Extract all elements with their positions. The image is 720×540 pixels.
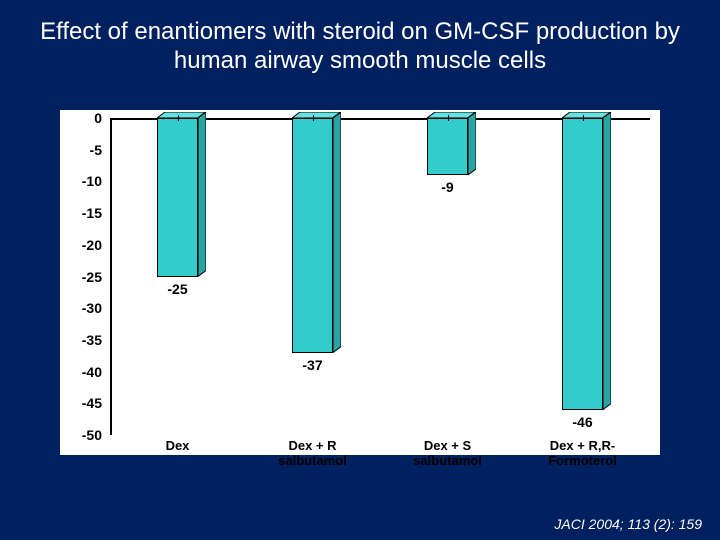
x-tick-mark — [313, 115, 314, 121]
chart-panel: 0-5-10-15-20-25-30-35-40-45-50-25Dex-37D… — [60, 110, 660, 455]
x-tick-label: Dex + R,R-Formoterol — [518, 439, 646, 469]
y-tick-label: -30 — [62, 300, 102, 316]
y-tick-label: -20 — [62, 237, 102, 253]
citation: JACI 2004; 113 (2): 159 — [554, 516, 702, 532]
bar-side — [333, 112, 341, 353]
y-tick-label: -50 — [62, 427, 102, 443]
y-tick-label: -10 — [62, 173, 102, 189]
bar-side — [468, 112, 476, 175]
y-tick-label: -40 — [62, 364, 102, 380]
y-axis — [110, 118, 112, 435]
y-tick-label: -35 — [62, 332, 102, 348]
x-tick-mark — [583, 115, 584, 121]
data-label: -37 — [302, 357, 322, 373]
data-label: -46 — [572, 414, 592, 430]
y-tick-label: -5 — [62, 142, 102, 158]
x-tick-label: Dex + Ssalbutamol — [383, 439, 511, 469]
x-tick-mark — [448, 115, 449, 121]
x-tick-mark — [178, 115, 179, 121]
x-tick-label: Dex — [113, 439, 241, 454]
bar-front — [157, 118, 198, 277]
y-tick-label: -45 — [62, 395, 102, 411]
y-tick-label: 0 — [62, 110, 102, 126]
bar-side — [198, 112, 206, 277]
bar-front — [562, 118, 603, 410]
data-label: -25 — [167, 281, 187, 297]
bar-front — [292, 118, 333, 353]
x-tick-label: Dex + Rsalbutamol — [248, 439, 376, 469]
slide: Effect of enantiomers with steroid on GM… — [0, 0, 720, 540]
plot-region: 0-5-10-15-20-25-30-35-40-45-50-25Dex-37D… — [110, 118, 650, 435]
bar-side — [603, 112, 611, 410]
y-tick-label: -25 — [62, 269, 102, 285]
bar-front — [427, 118, 468, 175]
slide-title: Effect of enantiomers with steroid on GM… — [0, 0, 720, 84]
y-tick-label: -15 — [62, 205, 102, 221]
data-label: -9 — [441, 179, 453, 195]
